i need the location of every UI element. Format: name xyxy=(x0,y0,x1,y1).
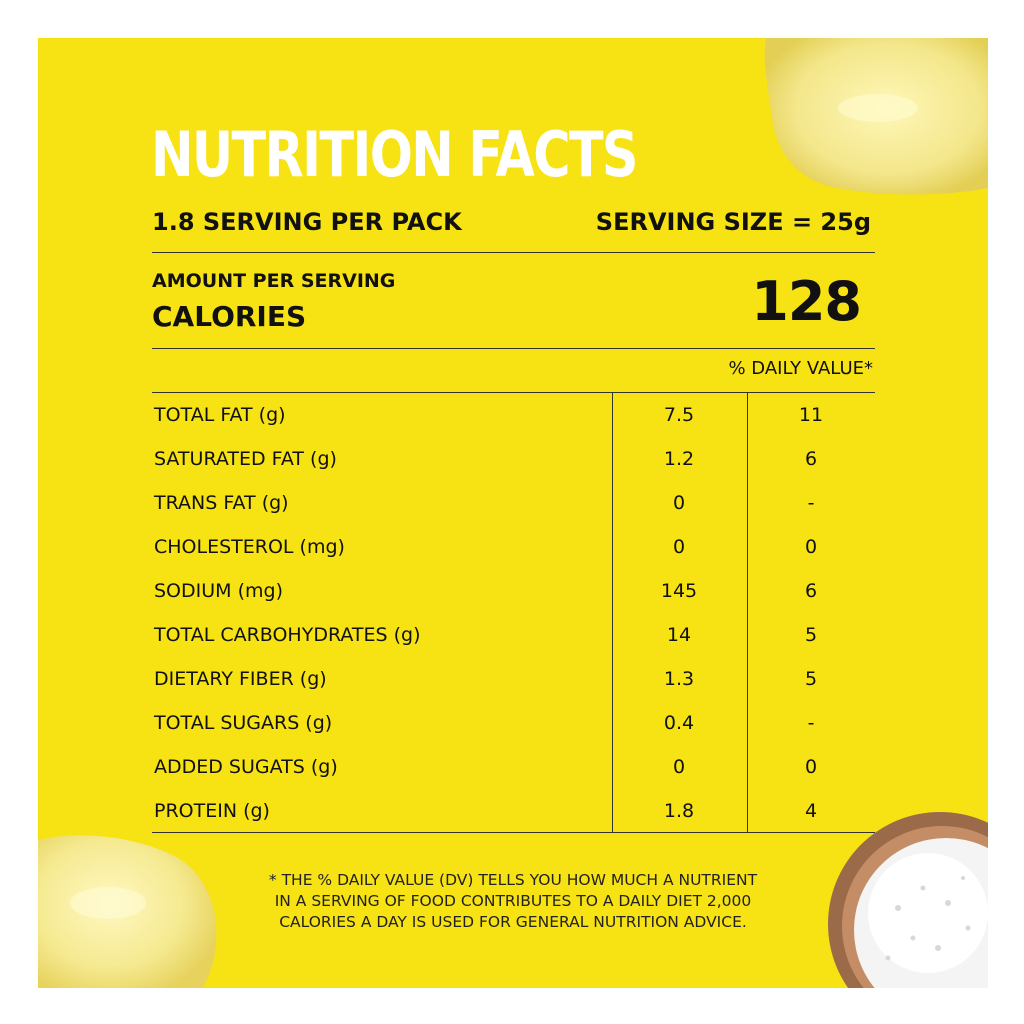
calories-value: 128 xyxy=(751,270,862,333)
table-bottom-border xyxy=(152,832,875,833)
nutrient-amount: 145 xyxy=(660,580,698,602)
potato-chip-image xyxy=(38,835,217,988)
nutrient-daily-value: 5 xyxy=(804,624,818,646)
nutrient-amount: 1.2 xyxy=(663,448,695,470)
nutrient-name: TOTAL CARBOHYDRATES (g) xyxy=(154,624,421,646)
nutrient-daily-value: - xyxy=(807,712,815,734)
nutrient-daily-value: 4 xyxy=(804,800,818,822)
daily-value-header: % DAILY VALUE* xyxy=(728,358,873,379)
nutrient-name: TOTAL SUGARS (g) xyxy=(154,712,333,734)
divider xyxy=(152,348,875,349)
nutrient-amount: 14 xyxy=(666,624,692,646)
nutrient-name: SODIUM (mg) xyxy=(154,580,283,602)
table-top-border xyxy=(152,392,875,393)
nutrient-name: TOTAL FAT (g) xyxy=(154,404,286,426)
nutrient-name: PROTEIN (g) xyxy=(154,800,270,822)
nutrient-amount: 0 xyxy=(672,536,686,558)
servings-per-pack: 1.8 SERVING PER PACK xyxy=(152,208,462,236)
nutrient-daily-value: 6 xyxy=(804,580,818,602)
nutrient-amount: 0 xyxy=(672,492,686,514)
table-row: TOTAL FAT (g) 7.5 11 xyxy=(152,393,875,437)
nutrient-name: SATURATED FAT (g) xyxy=(154,448,337,470)
column-divider xyxy=(612,393,613,832)
potato-chip-image xyxy=(764,38,988,195)
nutrient-daily-value: - xyxy=(807,492,815,514)
nutrient-name: ADDED SUGATS (g) xyxy=(154,756,338,778)
table-row: TOTAL CARBOHYDRATES (g) 14 5 xyxy=(152,613,875,657)
calories-label: CALORIES xyxy=(152,300,307,333)
serving-size: SERVING SIZE = 25g xyxy=(595,208,871,236)
footnote-line: IN A SERVING OF FOOD CONTRIBUTES TO A DA… xyxy=(274,892,752,910)
table-row: TRANS FAT (g) 0 - xyxy=(152,481,875,525)
nutrient-amount: 0 xyxy=(672,756,686,778)
salt-bowl-image xyxy=(828,812,988,988)
nutrition-table: TOTAL FAT (g) 7.5 11 SATURATED FAT (g) 1… xyxy=(152,393,875,833)
nutrient-daily-value: 5 xyxy=(804,668,818,690)
nutrition-panel: NUTRITION FACTS 1.8 SERVING PER PACK SER… xyxy=(38,38,988,988)
footnote-line: CALORIES A DAY IS USED FOR GENERAL NUTRI… xyxy=(279,913,747,931)
nutrient-amount: 7.5 xyxy=(663,404,695,426)
table-row: PROTEIN (g) 1.8 4 xyxy=(152,789,875,833)
nutrient-daily-value: 11 xyxy=(798,404,824,426)
table-row: SATURATED FAT (g) 1.2 6 xyxy=(152,437,875,481)
nutrient-name: TRANS FAT (g) xyxy=(154,492,289,514)
table-row: SODIUM (mg) 145 6 xyxy=(152,569,875,613)
daily-value-footnote: * THE % DAILY VALUE (DV) TELLS YOU HOW M… xyxy=(213,870,813,933)
footnote-line: * THE % DAILY VALUE (DV) TELLS YOU HOW M… xyxy=(268,871,758,889)
table-row: DIETARY FIBER (g) 1.3 5 xyxy=(152,657,875,701)
table-row: TOTAL SUGARS (g) 0.4 - xyxy=(152,701,875,745)
divider xyxy=(152,252,875,253)
column-divider xyxy=(747,393,748,832)
nutrient-amount: 1.8 xyxy=(663,800,695,822)
nutrient-name: DIETARY FIBER (g) xyxy=(154,668,327,690)
amount-per-serving-label: AMOUNT PER SERVING xyxy=(152,270,396,292)
page-title: NUTRITION FACTS xyxy=(151,118,639,191)
nutrient-daily-value: 0 xyxy=(804,536,818,558)
table-row: ADDED SUGATS (g) 0 0 xyxy=(152,745,875,789)
nutrient-amount: 1.3 xyxy=(663,668,695,690)
nutrient-daily-value: 6 xyxy=(804,448,818,470)
table-row: CHOLESTEROL (mg) 0 0 xyxy=(152,525,875,569)
nutrient-amount: 0.4 xyxy=(663,712,695,734)
nutrient-daily-value: 0 xyxy=(804,756,818,778)
nutrient-name: CHOLESTEROL (mg) xyxy=(154,536,345,558)
